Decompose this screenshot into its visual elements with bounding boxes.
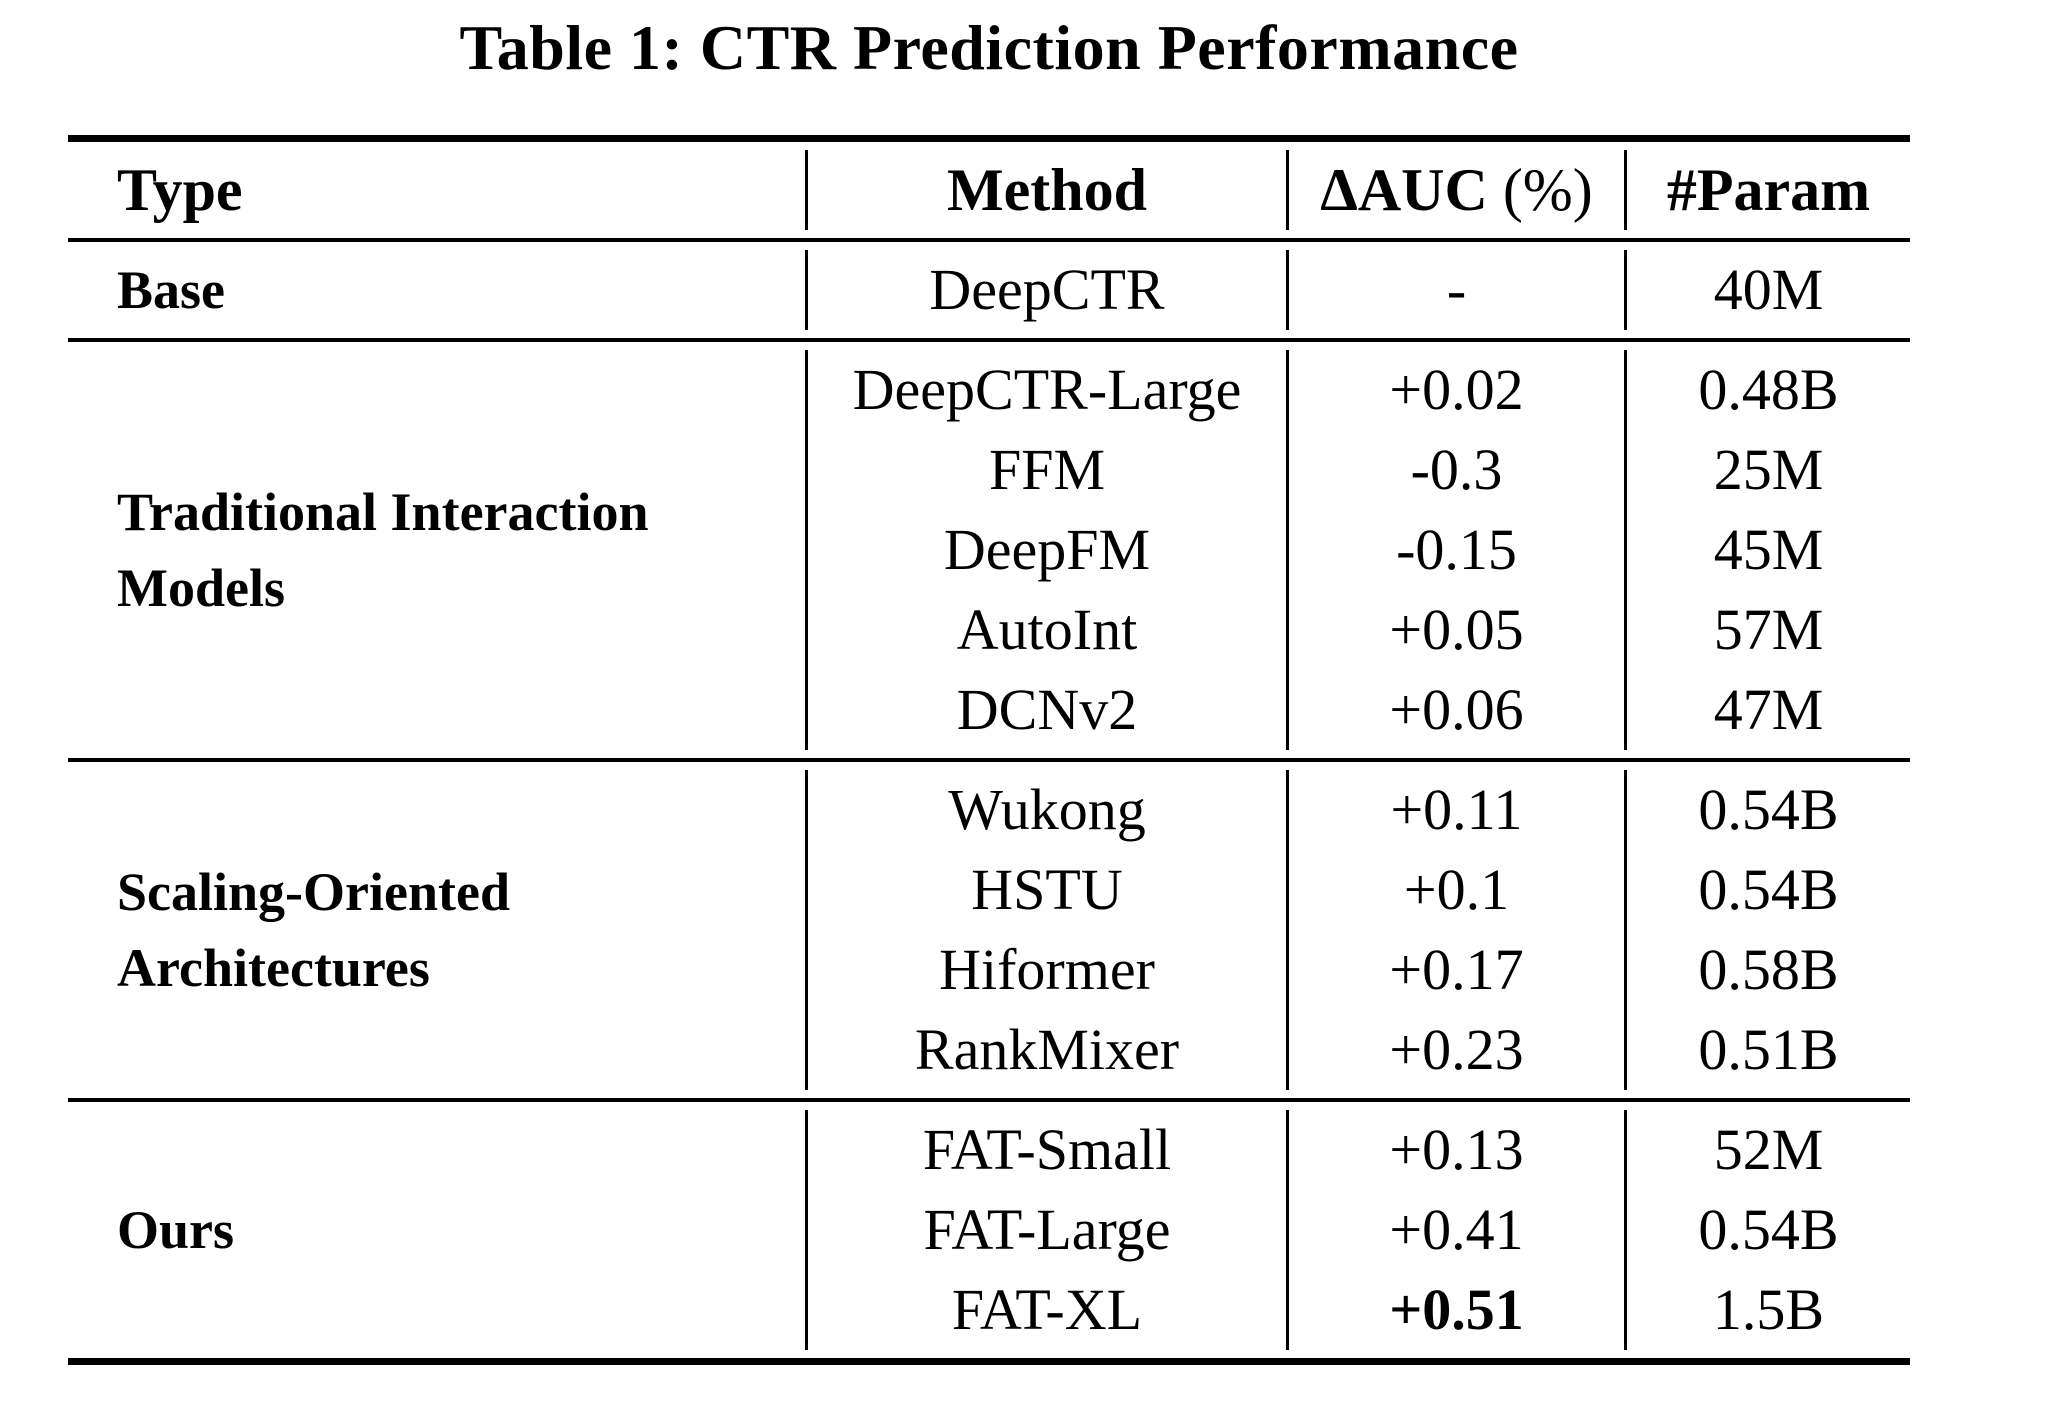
auc-value: +0.13: [1389, 1117, 1524, 1182]
top-rule: [68, 135, 1910, 142]
group-label: Scaling-Oriented Architectures: [117, 862, 510, 998]
param-value: 0.51B: [1698, 1017, 1839, 1082]
method-cell: DeepCTR: [805, 250, 1286, 330]
method-cell: Wukong HSTU Hiformer RankMixer: [805, 770, 1286, 1090]
delta-auc-text: ΔAUC: [1320, 157, 1488, 223]
method-value: AutoInt: [956, 597, 1138, 662]
param-cell: 52M 0.54B 1.5B: [1624, 1110, 1910, 1350]
group-row-base: Base DeepCTR - 40M: [68, 242, 1910, 338]
param-value: 0.54B: [1698, 1197, 1839, 1262]
column-header-param: #Param: [1624, 150, 1910, 230]
param-value: 45M: [1713, 517, 1824, 582]
bottom-rule: [68, 1358, 1910, 1365]
auc-value: -0.3: [1410, 437, 1503, 502]
param-cell: 0.48B 25M 45M 57M 47M: [1624, 350, 1910, 750]
column-header-type-label: Type: [117, 157, 243, 223]
group-row-traditional-interaction-models: Traditional Interaction Models DeepCTR-L…: [68, 342, 1910, 758]
param-value: 52M: [1713, 1117, 1824, 1182]
method-value: FAT-Small: [922, 1117, 1172, 1182]
param-value: 47M: [1713, 677, 1824, 742]
method-value: HSTU: [971, 857, 1123, 922]
auc-cell: -: [1286, 250, 1624, 330]
auc-value: +0.1: [1403, 857, 1510, 922]
column-header-method: Method: [805, 150, 1286, 230]
group-label-cell: Base: [68, 250, 805, 330]
auc-value: +0.41: [1389, 1197, 1524, 1262]
section-separator-rule: [68, 1098, 1910, 1102]
ctr-performance-table: Type Method ΔAUC (%) #Param Base DeepCTR…: [68, 135, 1910, 1365]
param-value: 1.5B: [1712, 1277, 1825, 1342]
method-value: Hiformer: [939, 937, 1155, 1002]
method-value: DCNv2: [956, 677, 1138, 742]
group-label-cell: Traditional Interaction Models: [68, 350, 805, 750]
auc-value: +0.17: [1389, 937, 1524, 1002]
param-value: 57M: [1713, 597, 1824, 662]
group-row-ours: Ours FAT-Small FAT-Large FAT-XL +0.13 +0…: [68, 1102, 1910, 1358]
auc-cell: +0.02 -0.3 -0.15 +0.05 +0.06: [1286, 350, 1624, 750]
column-header-type: Type: [68, 150, 805, 230]
column-header-delta-auc: ΔAUC (%): [1286, 150, 1624, 230]
method-value: FAT-XL: [951, 1277, 1143, 1342]
method-value: Wukong: [948, 777, 1146, 842]
auc-value: +0.02: [1389, 357, 1524, 422]
table-caption: Table 1: CTR Prediction Performance: [459, 12, 1519, 83]
method-value: DeepCTR: [929, 257, 1165, 322]
param-value: 0.54B: [1698, 857, 1839, 922]
method-value: DeepFM: [943, 517, 1151, 582]
auc-cell: +0.13 +0.41 +0.51: [1286, 1110, 1624, 1350]
column-header-param-label: #Param: [1666, 157, 1871, 223]
auc-value-best: +0.51: [1389, 1277, 1524, 1342]
method-value: DeepCTR-Large: [852, 357, 1242, 422]
group-label: Traditional Interaction Models: [117, 482, 649, 618]
param-value: 40M: [1713, 257, 1824, 322]
auc-value: -0.15: [1396, 517, 1517, 582]
group-label-cell: Scaling-Oriented Architectures: [68, 770, 805, 1090]
auc-value: -: [1446, 257, 1467, 322]
auc-value: +0.23: [1389, 1017, 1524, 1082]
column-header-method-label: Method: [947, 157, 1147, 223]
section-separator-rule: [68, 338, 1910, 342]
delta-auc-unit: (%): [1487, 157, 1593, 223]
method-cell: FAT-Small FAT-Large FAT-XL: [805, 1110, 1286, 1350]
param-cell: 0.54B 0.54B 0.58B 0.51B: [1624, 770, 1910, 1090]
table-header-row: Type Method ΔAUC (%) #Param: [68, 142, 1910, 238]
method-value: FAT-Large: [923, 1197, 1171, 1262]
auc-value: +0.11: [1390, 777, 1523, 842]
param-value: 25M: [1713, 437, 1824, 502]
group-row-scaling-oriented-architectures: Scaling-Oriented Architectures Wukong HS…: [68, 762, 1910, 1098]
group-label-cell: Ours: [68, 1110, 805, 1350]
column-header-delta-auc-label: ΔAUC (%): [1289, 150, 1624, 230]
param-value: 0.58B: [1698, 937, 1839, 1002]
method-value: RankMixer: [914, 1017, 1180, 1082]
group-label: Ours: [117, 1200, 235, 1260]
auc-cell: +0.11 +0.1 +0.17 +0.23: [1286, 770, 1624, 1090]
auc-value: +0.06: [1389, 677, 1524, 742]
param-value: 0.48B: [1698, 357, 1839, 422]
param-value: 0.54B: [1698, 777, 1839, 842]
param-cell: 40M: [1624, 250, 1910, 330]
method-value: FFM: [988, 437, 1106, 502]
header-separator-rule: [68, 238, 1910, 242]
group-label: Base: [117, 260, 225, 320]
method-cell: DeepCTR-Large FFM DeepFM AutoInt DCNv2: [805, 350, 1286, 750]
section-separator-rule: [68, 758, 1910, 762]
auc-value: +0.05: [1389, 597, 1524, 662]
